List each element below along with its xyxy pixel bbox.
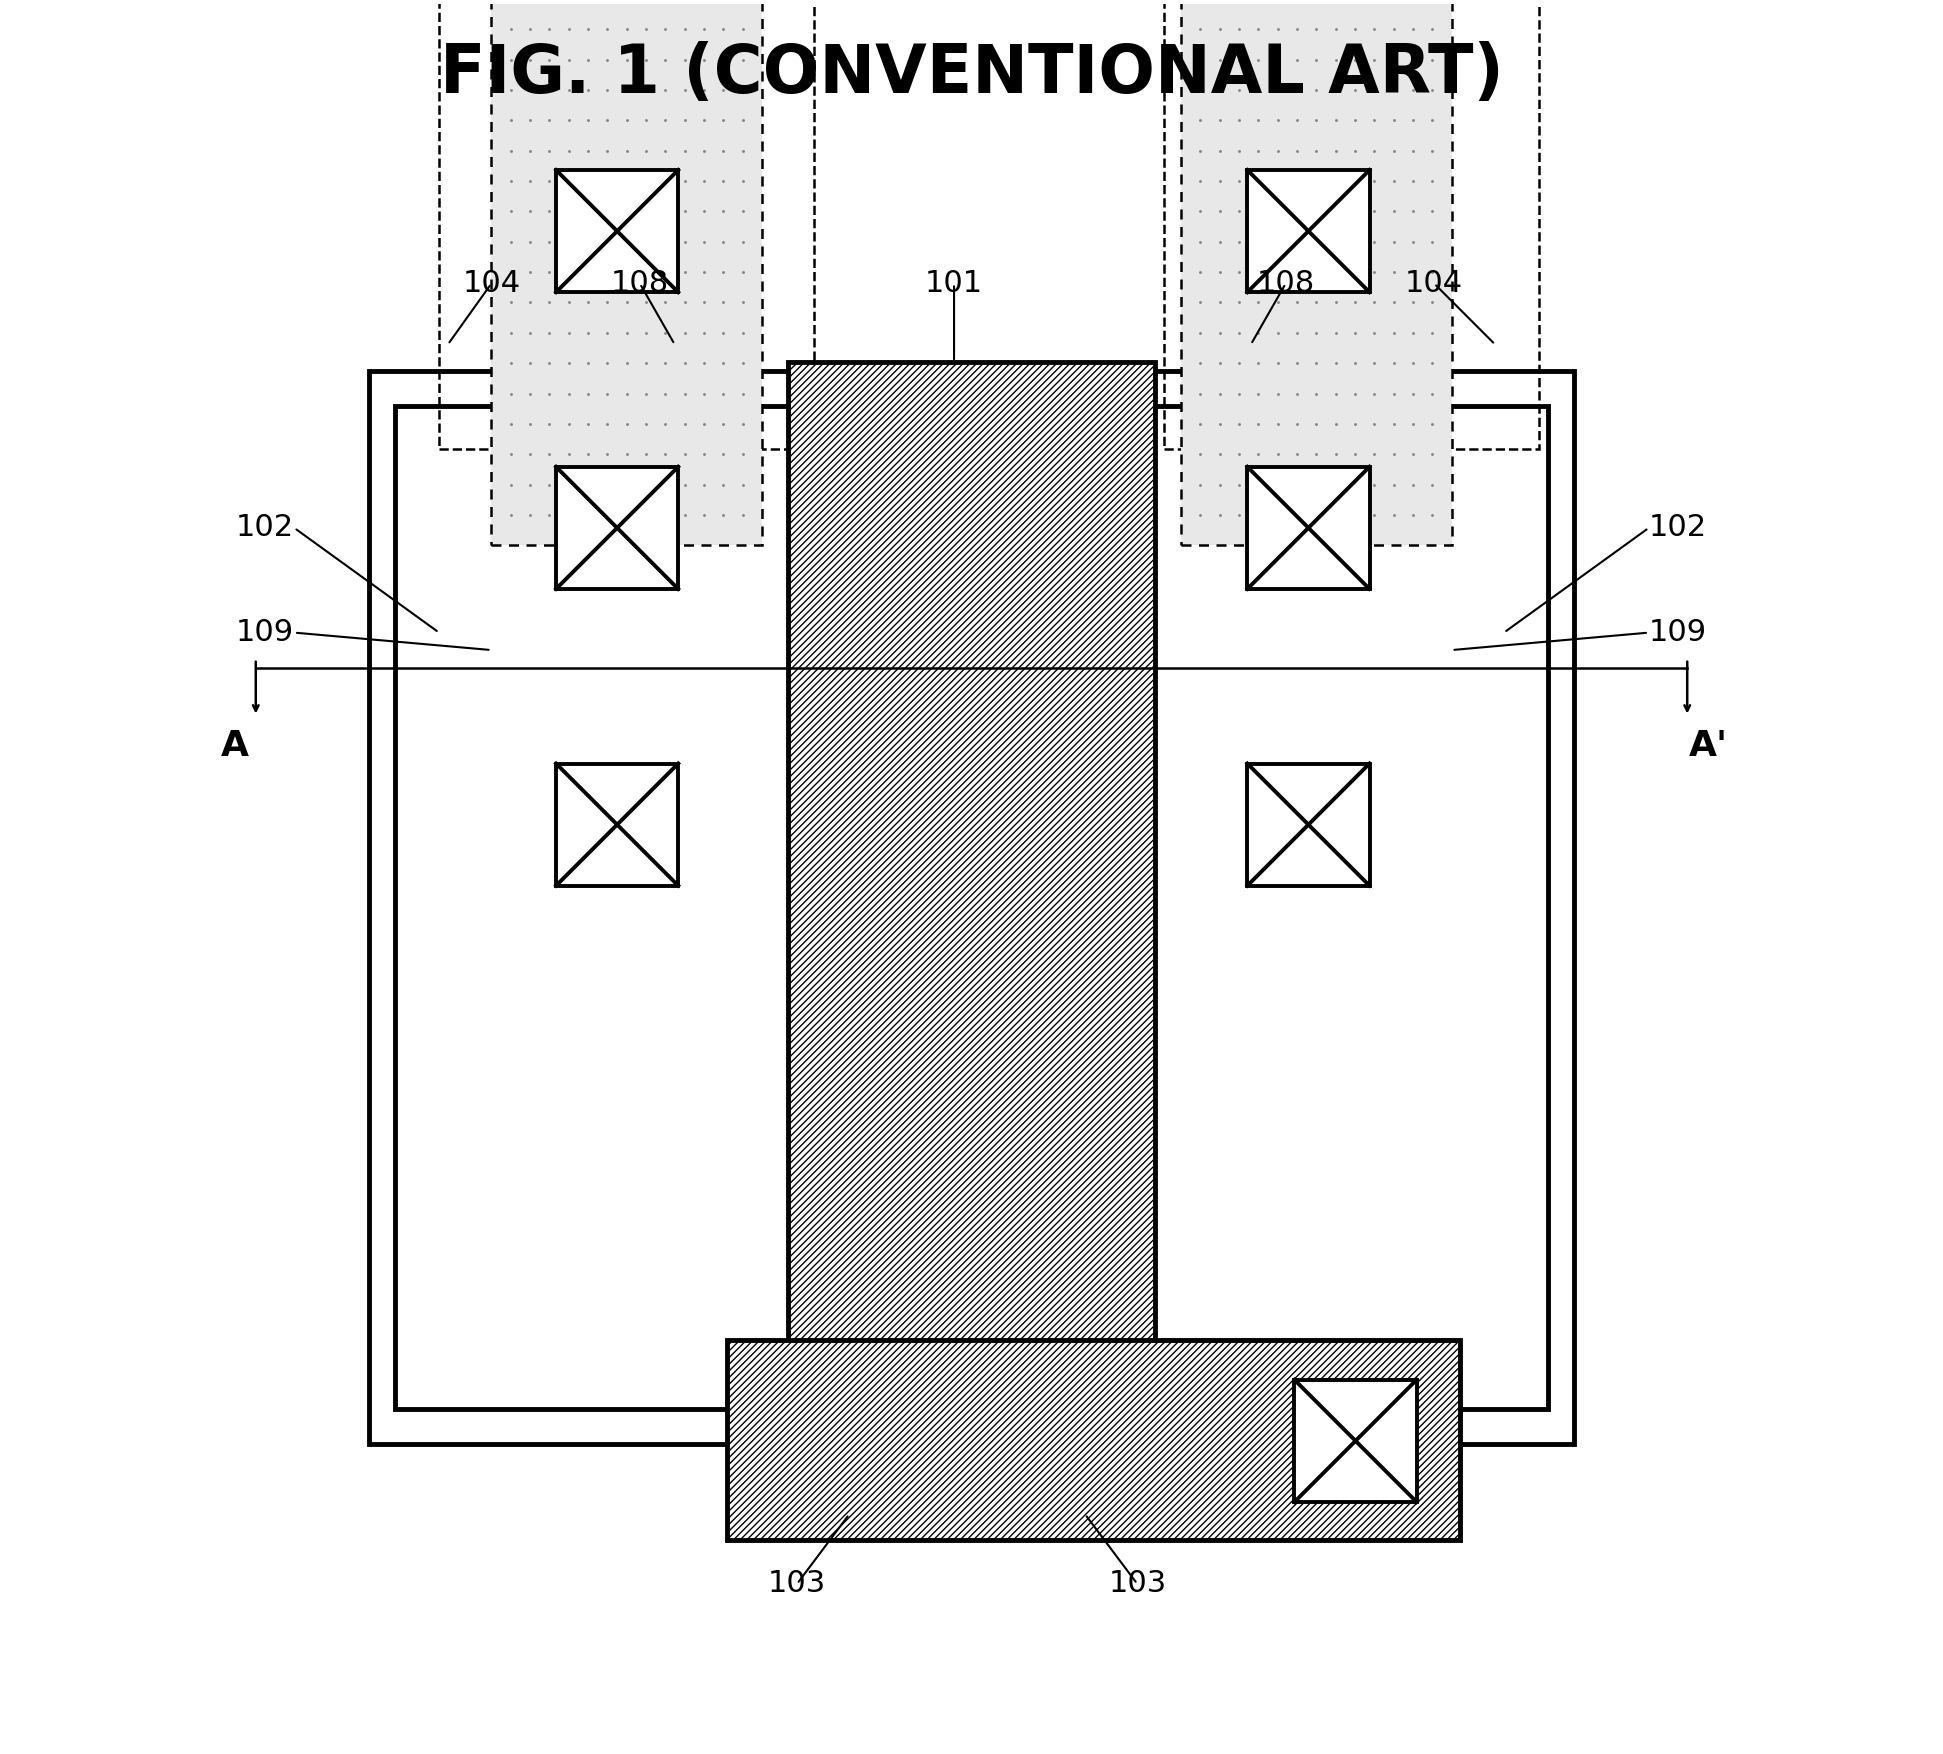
Bar bbox=[1247, 467, 1370, 589]
Bar bbox=[1111, 405, 1547, 1410]
Text: 108: 108 bbox=[610, 268, 668, 298]
Text: 109: 109 bbox=[1650, 617, 1708, 647]
Bar bbox=[369, 370, 1574, 1444]
Bar bbox=[789, 361, 1154, 1393]
Text: 108: 108 bbox=[1257, 268, 1315, 298]
Text: 102: 102 bbox=[235, 514, 293, 542]
Text: FIG. 1 (CONVENTIONAL ART): FIG. 1 (CONVENTIONAL ART) bbox=[439, 40, 1504, 107]
Bar bbox=[556, 467, 678, 589]
Bar bbox=[556, 763, 678, 886]
Bar bbox=[439, 0, 814, 449]
Text: A': A' bbox=[1688, 728, 1727, 763]
Bar bbox=[1247, 763, 1370, 886]
Text: 103: 103 bbox=[767, 1570, 826, 1598]
Bar bbox=[492, 0, 762, 545]
Text: 104: 104 bbox=[462, 268, 521, 298]
Text: 109: 109 bbox=[235, 617, 293, 647]
Bar bbox=[1164, 0, 1539, 449]
Bar bbox=[1181, 0, 1451, 545]
Text: 103: 103 bbox=[1108, 1570, 1166, 1598]
Bar bbox=[1181, 0, 1451, 545]
Bar bbox=[1294, 1380, 1416, 1501]
Text: A: A bbox=[222, 728, 249, 763]
Bar bbox=[1247, 170, 1370, 293]
Bar bbox=[396, 405, 832, 1410]
Text: 104: 104 bbox=[1405, 268, 1463, 298]
Text: 102: 102 bbox=[1650, 514, 1708, 542]
Bar bbox=[727, 1340, 1461, 1540]
Text: 101: 101 bbox=[925, 268, 983, 298]
Bar bbox=[492, 0, 762, 545]
Bar bbox=[556, 170, 678, 293]
